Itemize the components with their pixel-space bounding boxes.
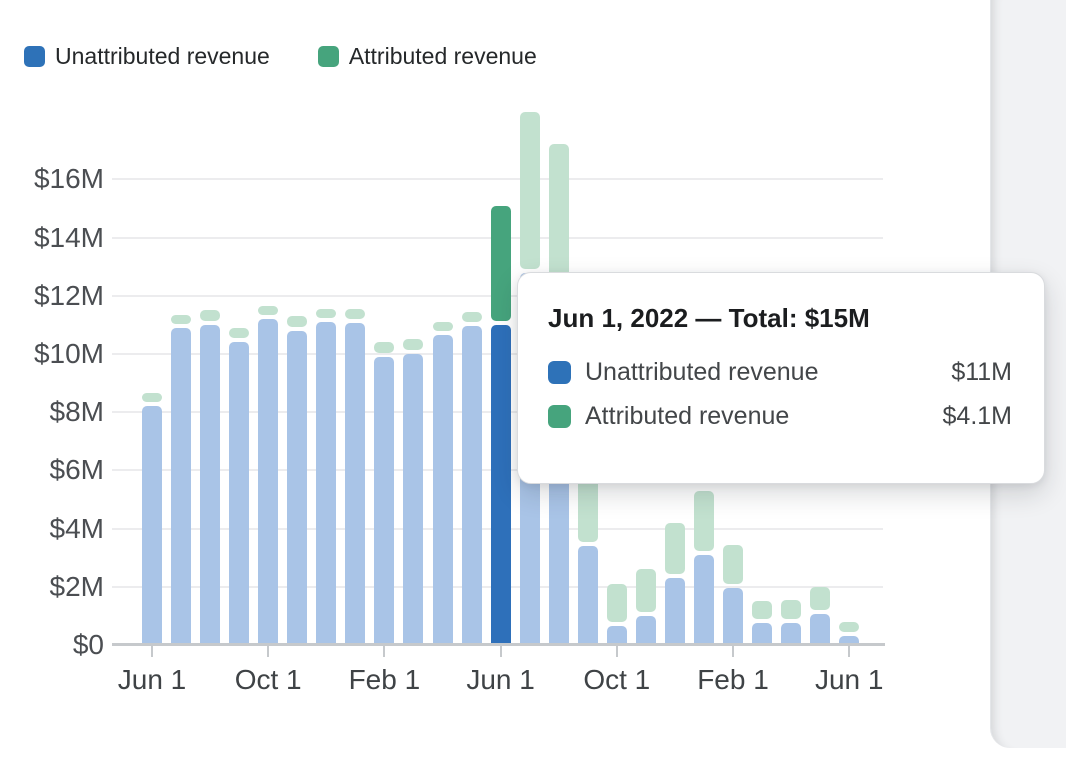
- bar-nov-2021-unattributed-segment: [287, 330, 308, 645]
- bar-sep-2021-unattributed-segment: [229, 342, 250, 645]
- y-axis-label: $10M: [33, 338, 104, 369]
- x-axis-tick: [499, 646, 502, 657]
- x-axis-label: Oct 1: [583, 664, 651, 695]
- x-axis-tick: [732, 646, 734, 657]
- bar-dec-2022-attributed-segment: [664, 522, 685, 575]
- y-axis-label: $6M: [49, 454, 104, 486]
- bar-jun-2022-attributed-segment: [490, 205, 511, 321]
- x-axis-label: Oct 1: [234, 664, 302, 695]
- x-axis-label: Feb 1: [697, 664, 769, 695]
- x-axis-tick: [848, 646, 851, 657]
- bar-oct-2022-unattributed-segment: [606, 626, 627, 645]
- bar-feb-2022-unattributed-segment: [374, 356, 395, 645]
- x-axis-tick: [615, 646, 618, 657]
- x-axis-line: [112, 643, 885, 646]
- attributed-revenue-swatch-icon: [548, 405, 571, 428]
- bar-nov-2022-unattributed-segment: [635, 615, 656, 645]
- bar-may-2023-unattributed-segment: [810, 614, 831, 645]
- bar-jan-2023-attributed-segment: [693, 490, 714, 551]
- unattributed-revenue-swatch-icon: [548, 361, 571, 384]
- bar-mar-2022-attributed-segment: [403, 339, 424, 350]
- bar-may-2022-unattributed-segment: [461, 326, 482, 645]
- x-axis-label: Jun 1: [814, 664, 884, 695]
- x-axis-label: Jun 1: [117, 664, 187, 695]
- y-axis-label: $2M: [49, 570, 104, 602]
- tooltip-rows: Unattributed revenue $11M Attributed reven…: [548, 358, 1012, 431]
- y-axis-label: $16M: [33, 163, 104, 195]
- x-axis-tick: [151, 646, 153, 657]
- bar-jun-2023-attributed-segment: [839, 621, 860, 633]
- y-axis-label: $4M: [49, 512, 104, 544]
- gridline-$16M: [112, 178, 883, 181]
- bar-jul-2021-unattributed-segment: [171, 327, 192, 645]
- bar-feb-2022-attributed-segment: [374, 342, 395, 353]
- y-axis-label: $14M: [33, 221, 104, 253]
- bar-oct-2021-attributed-segment: [258, 305, 279, 316]
- y-axis-label: $8M: [49, 396, 104, 428]
- tooltip-row-attributed-revenue: Attributed revenue $4.1M: [548, 402, 1012, 431]
- x-axis-label: Jun 1: [466, 664, 535, 695]
- bar-aug-2021-attributed-segment: [200, 310, 221, 321]
- bar-jun-2022-unattributed-segment: [490, 324, 511, 645]
- bar-jun-2021-attributed-segment: [142, 393, 162, 403]
- bar-feb-2023-unattributed-segment: [723, 588, 743, 645]
- bar-sep-2022-unattributed-segment: [577, 546, 598, 645]
- y-axis-label: $0: [72, 629, 104, 660]
- x-axis-tick: [267, 646, 270, 657]
- bar-may-2022-attributed-segment: [461, 311, 482, 323]
- attributed-revenue-swatch-icon: [317, 45, 339, 67]
- y-axis-label: $12M: [33, 279, 104, 311]
- bar-mar-2023-unattributed-segment: [752, 623, 773, 645]
- bar-jun-2023-unattributed-segment: [839, 636, 860, 645]
- bar-apr-2022-attributed-segment: [432, 321, 453, 332]
- legend-item-label: Attributed revenue: [348, 43, 537, 69]
- bar-sep-2021-attributed-segment: [229, 327, 250, 339]
- bar-mar-2022-unattributed-segment: [403, 354, 424, 645]
- bar-aug-2022-attributed-segment: [548, 144, 569, 298]
- tooltip-title: Jun 1, 2022 — Total: $15M: [548, 303, 870, 333]
- chart-plot-area: $0 $2M $4M $6M $8M $10M $12M $14M $16M Jun 1 Oct …: [33, 112, 885, 695]
- bar-nov-2021-attributed-segment: [287, 316, 308, 327]
- bar-jun-2021-unattributed-segment: [142, 406, 162, 645]
- bar-jul-2022-attributed-segment: [519, 112, 540, 269]
- legend-item-label: Unattributed revenue: [55, 43, 270, 69]
- bar-dec-2022-unattributed-segment: [664, 578, 685, 645]
- x-axis-tick: [383, 646, 386, 657]
- legend-item-attributed-revenue[interactable]: Attributed revenue: [317, 43, 537, 69]
- legend-item-unattributed-revenue[interactable]: Unattributed revenue: [24, 44, 270, 68]
- chart-legend: Unattributed revenue Attributed revenue: [24, 44, 537, 68]
- bar-oct-2022-attributed-segment: [606, 583, 627, 623]
- tooltip-row-label: Attributed revenue: [585, 402, 790, 430]
- bar-apr-2023-attributed-segment: [781, 599, 802, 620]
- x-axis-label: Feb 1: [348, 664, 421, 695]
- bar-aug-2021-unattributed-segment: [200, 324, 221, 645]
- bar-feb-2023-attributed-segment: [723, 544, 743, 585]
- bar-mar-2023-attributed-segment: [752, 601, 773, 620]
- bar-jan-2022-unattributed-segment: [345, 323, 366, 645]
- unattributed-revenue-swatch-icon: [24, 45, 45, 67]
- chart-tooltip: Jun 1, 2022 — Total: $15M Unattributed r…: [517, 272, 1045, 484]
- bar-jan-2022-attributed-segment: [345, 308, 366, 320]
- tooltip-row-label: Unattributed revenue: [585, 358, 819, 386]
- tooltip-row-value: $11M: [951, 358, 1012, 386]
- bar-oct-2021-unattributed-segment: [258, 319, 279, 645]
- tooltip-row-value: $4.1M: [942, 402, 1012, 430]
- bar-may-2023-attributed-segment: [810, 586, 831, 611]
- bar-apr-2022-unattributed-segment: [432, 335, 453, 645]
- bar-jul-2021-attributed-segment: [171, 314, 192, 324]
- tooltip-row-unattributed-revenue: Unattributed revenue $11M: [548, 358, 1012, 387]
- bar-jan-2023-unattributed-segment: [693, 554, 714, 645]
- bar-dec-2021-unattributed-segment: [316, 321, 337, 645]
- bar-nov-2022-attributed-segment: [635, 569, 656, 612]
- bar-dec-2021-attributed-segment: [316, 308, 337, 318]
- bar-apr-2023-unattributed-segment: [781, 623, 802, 645]
